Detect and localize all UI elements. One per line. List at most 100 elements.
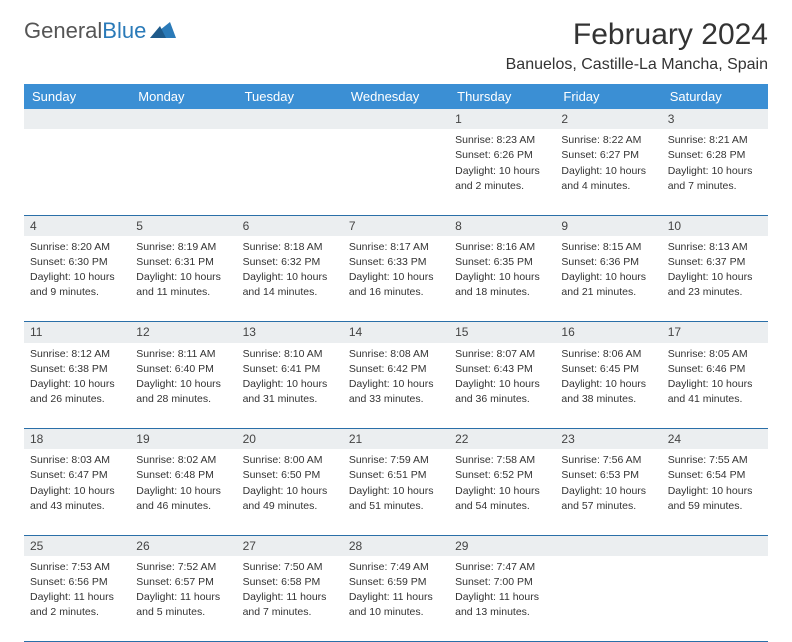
day2-text: and 46 minutes. [136, 499, 230, 513]
day-number [24, 109, 130, 129]
day-number: 17 [662, 322, 768, 343]
day-number: 27 [237, 535, 343, 556]
day2-text: and 13 minutes. [455, 605, 549, 619]
day-cell: Sunrise: 8:15 AMSunset: 6:36 PMDaylight:… [555, 236, 661, 322]
day1-text: Daylight: 10 hours [30, 377, 124, 391]
day2-text: and 18 minutes. [455, 285, 549, 299]
sunset-text: Sunset: 6:28 PM [668, 148, 762, 162]
day1-text: Daylight: 10 hours [668, 270, 762, 284]
day-number: 5 [130, 215, 236, 236]
location: Banuelos, Castille-La Mancha, Spain [506, 56, 768, 74]
day-cell: Sunrise: 8:18 AMSunset: 6:32 PMDaylight:… [237, 236, 343, 322]
logo-word-1: General [24, 18, 102, 43]
sunset-text: Sunset: 6:33 PM [349, 255, 443, 269]
day2-text: and 4 minutes. [561, 179, 655, 193]
sunset-text: Sunset: 6:47 PM [30, 468, 124, 482]
day1-text: Daylight: 10 hours [136, 377, 230, 391]
sunset-text: Sunset: 6:35 PM [455, 255, 549, 269]
day-number: 2 [555, 109, 661, 129]
day1-text: Daylight: 10 hours [243, 484, 337, 498]
sunset-text: Sunset: 7:00 PM [455, 575, 549, 589]
weekday-header: Monday [130, 84, 236, 109]
day1-text: Daylight: 10 hours [136, 484, 230, 498]
sunrise-text: Sunrise: 8:23 AM [455, 133, 549, 147]
day-number: 23 [555, 429, 661, 450]
day1-text: Daylight: 10 hours [30, 484, 124, 498]
day1-text: Daylight: 10 hours [455, 377, 549, 391]
day2-text: and 7 minutes. [243, 605, 337, 619]
triangle-icon [150, 20, 176, 43]
sunrise-text: Sunrise: 7:47 AM [455, 560, 549, 574]
sunrise-text: Sunrise: 8:03 AM [30, 453, 124, 467]
calendar-table: Sunday Monday Tuesday Wednesday Thursday… [24, 84, 768, 642]
day-cell: Sunrise: 7:47 AMSunset: 7:00 PMDaylight:… [449, 556, 555, 642]
day-number: 13 [237, 322, 343, 343]
day2-text: and 49 minutes. [243, 499, 337, 513]
day-cell: Sunrise: 7:52 AMSunset: 6:57 PMDaylight:… [130, 556, 236, 642]
sunrise-text: Sunrise: 8:11 AM [136, 347, 230, 361]
day-content-row: Sunrise: 7:53 AMSunset: 6:56 PMDaylight:… [24, 556, 768, 642]
day2-text: and 2 minutes. [455, 179, 549, 193]
day-number: 12 [130, 322, 236, 343]
logo-word-2: Blue [102, 18, 146, 43]
weekday-header: Thursday [449, 84, 555, 109]
day2-text: and 28 minutes. [136, 392, 230, 406]
day-content-row: Sunrise: 8:23 AMSunset: 6:26 PM Daylight:… [24, 129, 768, 215]
month-title: February 2024 [506, 18, 768, 52]
day-number: 29 [449, 535, 555, 556]
day-content-row: Sunrise: 8:20 AMSunset: 6:30 PMDaylight:… [24, 236, 768, 322]
day2-text: and 14 minutes. [243, 285, 337, 299]
sunset-text: Sunset: 6:36 PM [561, 255, 655, 269]
weekday-header: Sunday [24, 84, 130, 109]
sunrise-text: Sunrise: 7:52 AM [136, 560, 230, 574]
sunset-text: Sunset: 6:26 PM [455, 148, 549, 162]
sunset-text: Sunset: 6:54 PM [668, 468, 762, 482]
day-number [662, 535, 768, 556]
sunrise-text: Sunrise: 8:15 AM [561, 240, 655, 254]
sunrise-text: Sunrise: 8:07 AM [455, 347, 549, 361]
day-number: 7 [343, 215, 449, 236]
sunset-text: Sunset: 6:45 PM [561, 362, 655, 376]
weekday-header: Wednesday [343, 84, 449, 109]
sunset-text: Sunset: 6:52 PM [455, 468, 549, 482]
sunrise-text: Sunrise: 8:08 AM [349, 347, 443, 361]
sunrise-text: Sunrise: 7:50 AM [243, 560, 337, 574]
sunrise-text: Sunrise: 8:10 AM [243, 347, 337, 361]
day-number: 8 [449, 215, 555, 236]
sunset-text: Sunset: 6:38 PM [30, 362, 124, 376]
sunset-text: Sunset: 6:32 PM [243, 255, 337, 269]
day-number: 3 [662, 109, 768, 129]
day2-text: and 31 minutes. [243, 392, 337, 406]
day1-text: Daylight: 10 hours [243, 270, 337, 284]
day-number: 4 [24, 215, 130, 236]
day-cell: Sunrise: 7:53 AMSunset: 6:56 PMDaylight:… [24, 556, 130, 642]
sunset-text: Sunset: 6:46 PM [668, 362, 762, 376]
day1-text: Daylight: 10 hours [455, 164, 549, 178]
weekday-header-row: Sunday Monday Tuesday Wednesday Thursday… [24, 84, 768, 109]
day1-text: Daylight: 10 hours [668, 377, 762, 391]
day-number: 28 [343, 535, 449, 556]
day-number: 26 [130, 535, 236, 556]
day-cell: Sunrise: 8:17 AMSunset: 6:33 PMDaylight:… [343, 236, 449, 322]
sunset-text: Sunset: 6:51 PM [349, 468, 443, 482]
day-cell: Sunrise: 8:00 AMSunset: 6:50 PMDaylight:… [237, 449, 343, 535]
day-content-row: Sunrise: 8:03 AMSunset: 6:47 PM Daylight:… [24, 449, 768, 535]
sunset-text: Sunset: 6:42 PM [349, 362, 443, 376]
day2-text: and 41 minutes. [668, 392, 762, 406]
sunrise-text: Sunrise: 8:21 AM [668, 133, 762, 147]
logo-text: GeneralBlue [24, 18, 146, 44]
day1-text: Daylight: 11 hours [30, 590, 124, 604]
sunrise-text: Sunrise: 7:53 AM [30, 560, 124, 574]
day-cell: Sunrise: 8:22 AMSunset: 6:27 PMDaylight:… [555, 129, 661, 215]
sunset-text: Sunset: 6:43 PM [455, 362, 549, 376]
sunset-text: Sunset: 6:59 PM [349, 575, 443, 589]
day-number: 11 [24, 322, 130, 343]
day-cell: Sunrise: 8:03 AMSunset: 6:47 PM Daylight:… [24, 449, 130, 535]
day-cell: Sunrise: 8:06 AMSunset: 6:45 PMDaylight:… [555, 343, 661, 429]
sunset-text: Sunset: 6:41 PM [243, 362, 337, 376]
day-cell: Sunrise: 7:55 AMSunset: 6:54 PMDaylight:… [662, 449, 768, 535]
day2-text: and 38 minutes. [561, 392, 655, 406]
day2-text: and 7 minutes. [668, 179, 762, 193]
day1-text: Daylight: 10 hours [455, 270, 549, 284]
day1-text: Daylight: 10 hours [668, 484, 762, 498]
